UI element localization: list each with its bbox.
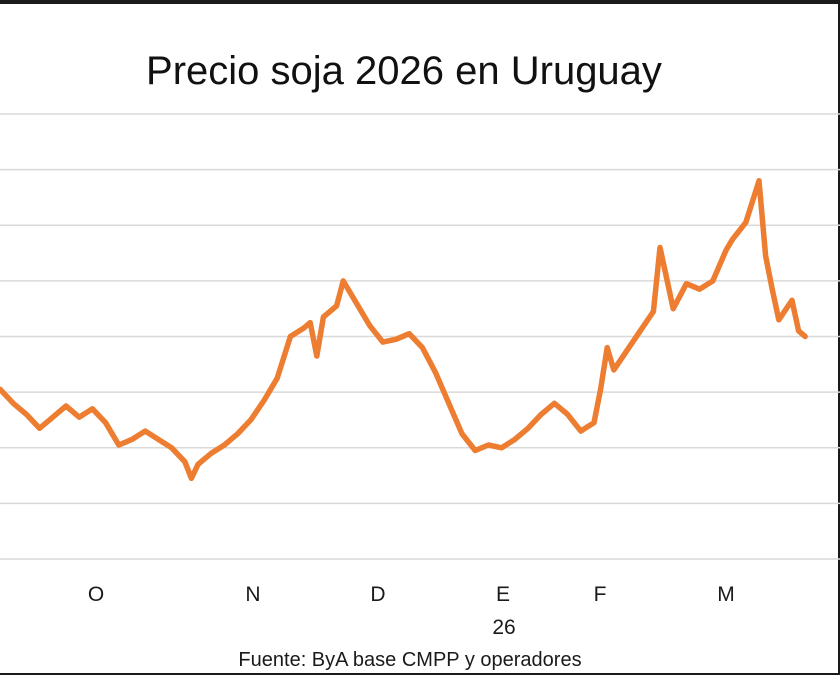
x-tick-label: N [245,583,260,606]
x-axis-year-label: 26 [492,616,515,639]
x-tick-label: O [88,583,104,606]
x-tick-label: F [594,583,607,606]
chart-svg: Precio soja 2026 en Uruguay O N D E F M 26 Fu… [0,49,840,671]
source-note: Fuente: ByA base CMPP y operadores [238,649,581,671]
series-line-0 [0,178,808,482]
x-tick-label: D [370,583,385,606]
x-tick-label: E [496,583,510,606]
gridlines [0,113,840,560]
series-layer [0,178,808,482]
x-tick-label: M [717,583,735,606]
chart-title: Precio soja 2026 en Uruguay [146,49,662,93]
